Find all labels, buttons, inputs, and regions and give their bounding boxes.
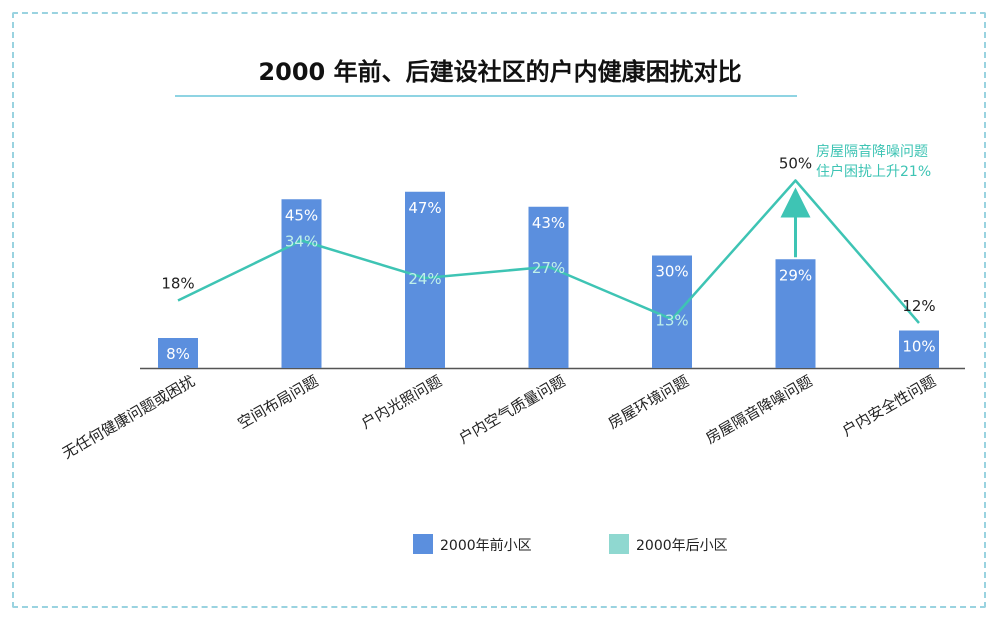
bar bbox=[775, 259, 816, 368]
data-labels: 8% 45% 47% 43% 30% 29% 10% 18% 34% 24% 27% 13% 50% 12… bbox=[161, 155, 935, 364]
bar-value-label: 29% bbox=[779, 266, 812, 284]
legend-swatch-bar bbox=[413, 534, 433, 554]
bar-value-label: 10% bbox=[902, 338, 935, 356]
annotation-line1: 房屋隔音降噪问题 bbox=[816, 143, 928, 160]
line-value-label: 24% bbox=[408, 270, 441, 288]
bar bbox=[281, 199, 322, 368]
annotation: 房屋隔音降噪问题 住户困扰上升21% bbox=[780, 143, 931, 258]
bar bbox=[405, 191, 445, 368]
chart-title: 2000 年前、后建设社区的户内健康困扰对比 bbox=[258, 58, 741, 86]
category-tick-label: 空间布局问题 bbox=[235, 372, 322, 433]
bar bbox=[899, 330, 939, 368]
chart-frame bbox=[12, 12, 986, 608]
bar-value-label: 45% bbox=[285, 206, 318, 224]
line-value-label: 27% bbox=[532, 259, 565, 277]
bar-value-label: 43% bbox=[532, 214, 565, 232]
legend-label-line: 2000年后小区 bbox=[636, 538, 728, 554]
line-series bbox=[177, 179, 920, 324]
bar-value-label: 8% bbox=[166, 345, 190, 363]
bar bbox=[528, 206, 569, 368]
category-tick-label: 户内安全性问题 bbox=[839, 372, 939, 440]
category-tick-label: 房屋隔音降噪问题 bbox=[703, 372, 816, 448]
legend-label-bar: 2000年前小区 bbox=[440, 537, 532, 554]
category-tick-label: 户内空气质量问题 bbox=[456, 372, 569, 448]
bar-value-label: 30% bbox=[655, 263, 688, 281]
line-value-label: 50% bbox=[779, 155, 812, 173]
line-value-label: 12% bbox=[902, 297, 935, 315]
bar-value-label: 47% bbox=[408, 199, 441, 217]
line-value-label: 34% bbox=[285, 233, 318, 251]
category-labels: 无任何健康问题或困扰 空间布局问题 户内光照问题 户内空气质量问题 房屋环境问题 房屋隔音… bbox=[59, 372, 939, 463]
category-tick-label: 无任何健康问题或困扰 bbox=[59, 372, 198, 463]
legend: 2000年前小区 2000年后小区 bbox=[413, 534, 728, 554]
bar bbox=[158, 338, 198, 368]
line-value-label: 18% bbox=[161, 275, 194, 293]
bar bbox=[652, 255, 692, 368]
category-tick-label: 户内光照问题 bbox=[358, 372, 445, 433]
bars bbox=[158, 191, 939, 368]
series-line bbox=[177, 179, 920, 324]
category-tick-label: 房屋环境问题 bbox=[605, 372, 692, 433]
annotation-line2: 住户困扰上升21% bbox=[816, 163, 931, 180]
line-value-label: 13% bbox=[655, 311, 688, 329]
legend-swatch-line bbox=[609, 534, 629, 554]
